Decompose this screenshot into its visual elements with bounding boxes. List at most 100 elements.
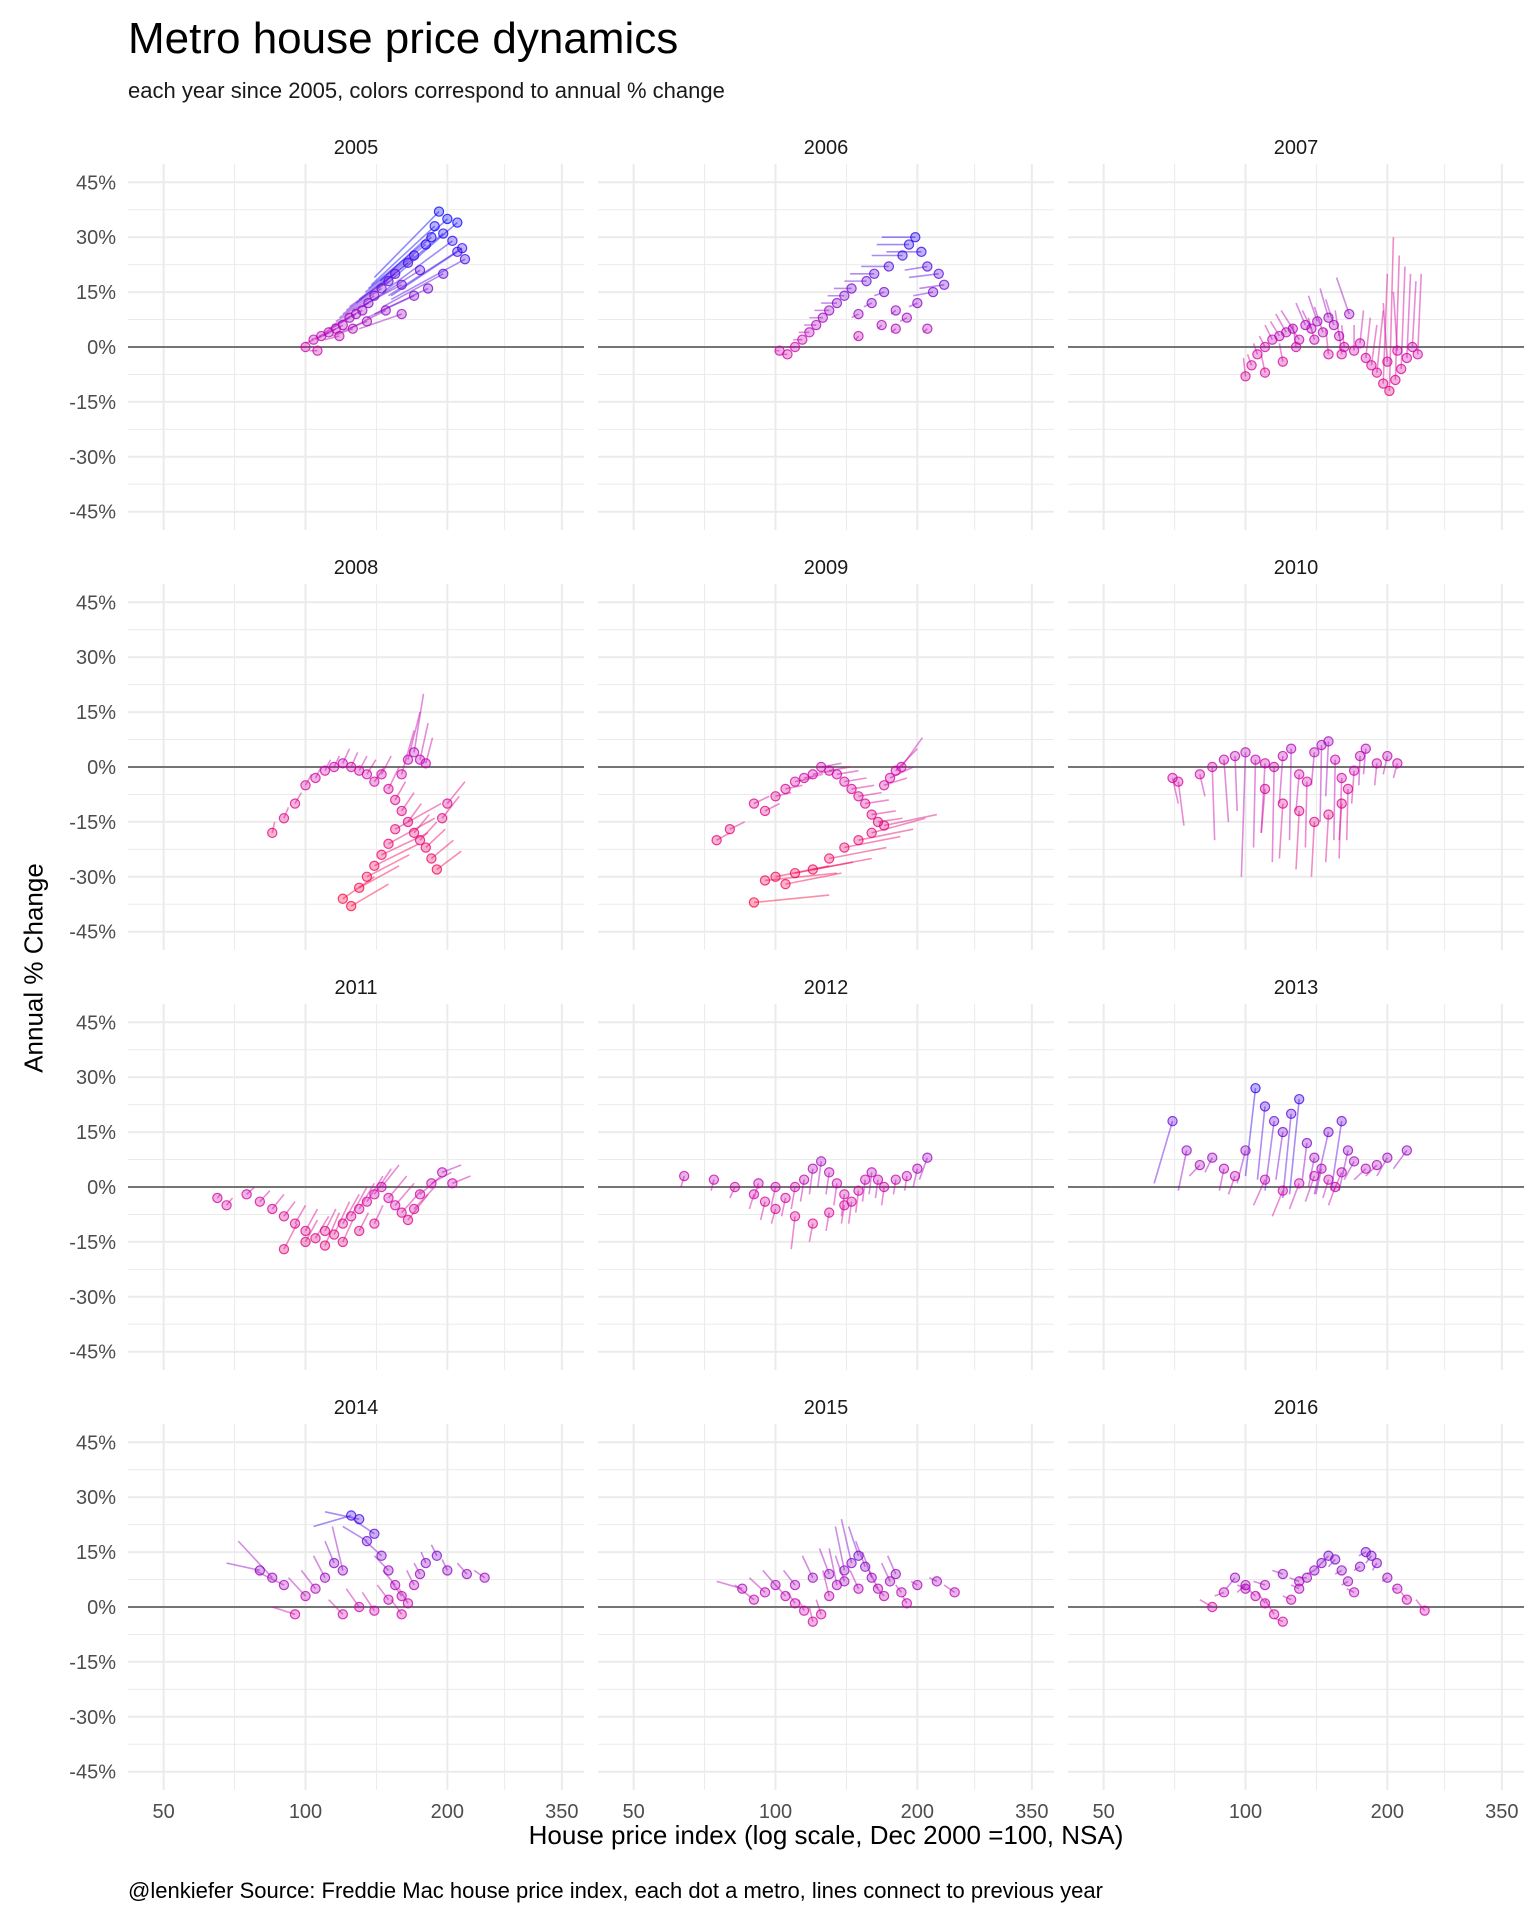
metro-segment xyxy=(1236,1150,1247,1184)
facet-panel-2014: 2014 -45% -30% -15% 0% 15% 30% 45% 50 100 200 350 xyxy=(69,1397,584,1823)
metro-point xyxy=(1382,1152,1393,1163)
metro-point xyxy=(1277,798,1289,809)
metro-segment xyxy=(406,1570,415,1586)
metro-segment xyxy=(808,1606,814,1622)
metro-point xyxy=(866,1572,877,1583)
metro-point xyxy=(890,1174,901,1185)
metro-segment xyxy=(1406,273,1412,359)
metro-point xyxy=(1348,1587,1360,1598)
metro-point xyxy=(846,783,857,795)
metro-segment xyxy=(865,799,889,805)
facet-title: 2006 xyxy=(804,137,849,159)
metro-segment xyxy=(420,1551,427,1564)
metro-point xyxy=(1371,1557,1383,1569)
metro-point xyxy=(408,827,420,839)
metro-segment xyxy=(1346,1587,1355,1594)
metro-segment xyxy=(1275,1131,1284,1180)
metro-segment xyxy=(394,802,442,830)
metro-segment xyxy=(1353,1168,1367,1181)
metro-segment xyxy=(366,295,415,319)
metro-point xyxy=(884,1576,896,1587)
metro-segment xyxy=(358,755,368,772)
metro-point xyxy=(433,206,445,217)
facet-title: 2012 xyxy=(804,977,849,999)
metro-point xyxy=(1306,323,1317,334)
metro-segment xyxy=(903,1175,908,1191)
metro-segment xyxy=(1301,1142,1308,1180)
metro-segment xyxy=(1292,324,1297,348)
y-tick-label: -15% xyxy=(69,392,116,414)
metro-point xyxy=(798,772,810,784)
metro-point xyxy=(1167,772,1178,784)
metro-point xyxy=(839,290,850,301)
metro-segment xyxy=(1252,759,1257,848)
metro-point xyxy=(383,275,394,287)
metro-segment xyxy=(858,791,882,798)
metro-point xyxy=(1328,319,1340,331)
metro-point xyxy=(922,323,933,334)
metro-point xyxy=(896,1587,907,1598)
y-tick-label: -30% xyxy=(69,867,116,889)
metro-segment xyxy=(786,1591,796,1604)
metro-segment xyxy=(1278,755,1284,804)
metro-point xyxy=(678,1170,690,1182)
metro-point xyxy=(922,261,933,272)
metro-point xyxy=(1412,349,1423,360)
metro-segment xyxy=(324,1540,335,1564)
metro-point xyxy=(823,1207,835,1218)
y-tick-label: -30% xyxy=(69,447,116,469)
y-tick-label: 0% xyxy=(87,337,116,359)
metro-point xyxy=(869,268,880,279)
metro-point xyxy=(1348,1156,1360,1167)
metro-point xyxy=(931,1576,943,1587)
metro-point xyxy=(1300,319,1311,331)
metro-point xyxy=(1259,1174,1271,1185)
metro-point xyxy=(1285,1594,1297,1605)
metro-point xyxy=(414,754,426,765)
metro-point xyxy=(1229,1572,1241,1583)
metro-point xyxy=(389,1579,401,1591)
metro-point xyxy=(300,341,311,353)
facet-panel-2008: 2008 -45% -30% -15% 0% 15% 30% 45% xyxy=(69,557,584,950)
facet-panel-2012: 2012 xyxy=(598,977,1054,1370)
metro-segment xyxy=(390,1580,403,1597)
metro-segment xyxy=(419,722,429,760)
metro-point xyxy=(353,1203,365,1215)
metro-point xyxy=(1309,816,1320,828)
metro-segment xyxy=(808,1223,814,1243)
metro-segment xyxy=(790,1216,796,1250)
metro-segment xyxy=(358,1212,370,1232)
metro-segment xyxy=(1338,803,1343,841)
metro-point xyxy=(938,279,950,290)
metro-point xyxy=(859,1561,871,1572)
y-tick-label: -30% xyxy=(69,1707,116,1729)
metro-point xyxy=(212,1192,223,1204)
metro-point xyxy=(420,239,431,250)
facet-title: 2008 xyxy=(334,557,379,579)
metro-point xyxy=(361,316,373,327)
metro-point xyxy=(422,283,434,294)
metro-segment xyxy=(836,769,859,776)
metro-segment xyxy=(871,817,926,834)
metro-segment xyxy=(1343,1161,1355,1181)
metro-point xyxy=(789,776,801,787)
metro-segment xyxy=(413,693,425,753)
metro-point xyxy=(420,842,431,853)
metro-point xyxy=(408,747,420,758)
metro-point xyxy=(1240,1583,1251,1594)
y-tick-label: 30% xyxy=(76,1487,116,1509)
metro-point xyxy=(789,1579,801,1591)
metro-segment xyxy=(338,295,375,319)
metro-point xyxy=(807,1163,819,1174)
metro-point xyxy=(1207,761,1218,773)
metro-segment xyxy=(431,1171,452,1185)
metro-point xyxy=(353,1225,365,1237)
metro-segment xyxy=(331,1526,344,1571)
metro-point xyxy=(345,1211,357,1222)
metro-segment xyxy=(350,752,359,768)
metro-segment xyxy=(413,1562,421,1575)
metro-segment xyxy=(452,1175,471,1185)
metro-point xyxy=(396,769,407,780)
metro-segment xyxy=(387,766,400,790)
